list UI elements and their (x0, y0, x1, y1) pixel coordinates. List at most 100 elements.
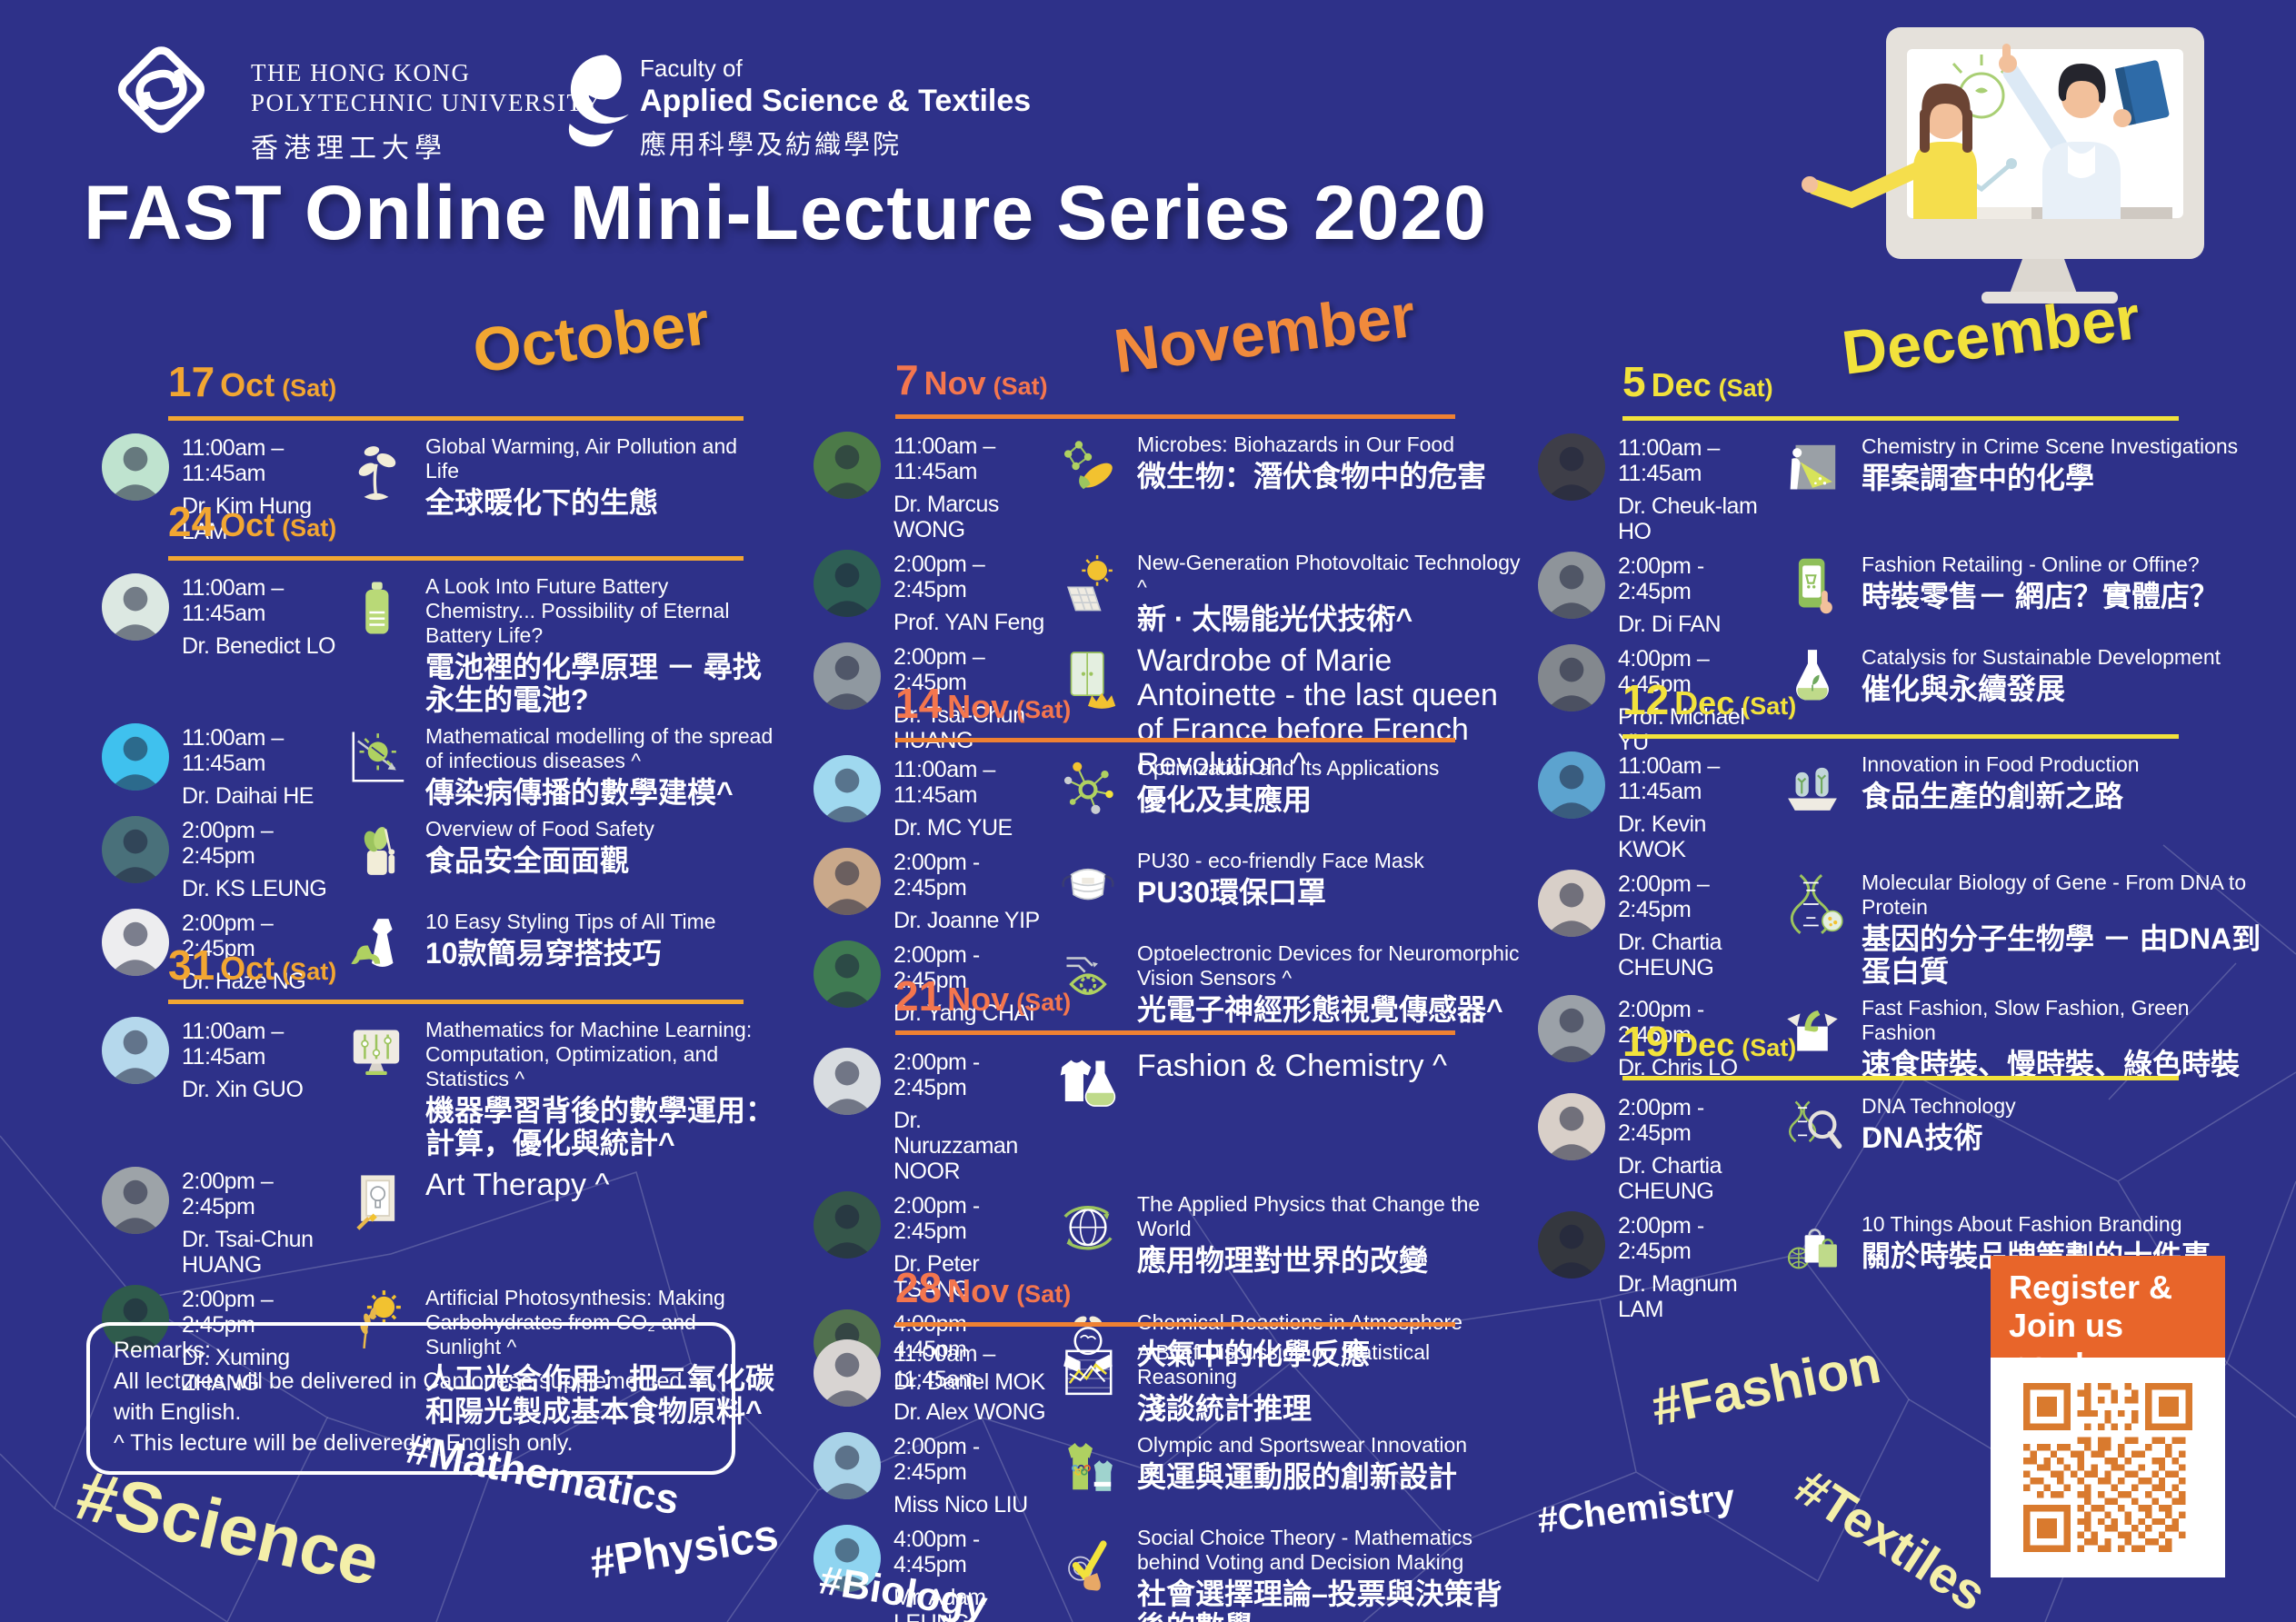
lecture-time: 11:00am – 11:45am (893, 757, 995, 808)
speaker-avatar (102, 723, 169, 791)
section-date-day: (Sat) (1742, 692, 1797, 720)
lecture-title-zh: 罪案調查中的化學 (1862, 462, 2095, 494)
lecture-speaker: Dr. Magnum LAM (1618, 1271, 1738, 1322)
lecture-title-en: Mathematics for Machine Learning: Comput… (425, 1018, 753, 1090)
lecture-titles: New-Generation Photovoltaic Technology ^… (1137, 550, 1522, 635)
lecture-speaker: Dr. Benedict LO (182, 633, 335, 659)
lecture-titles: Molecular Biology of Gene - From DNA to … (1862, 870, 2265, 988)
speaker-avatar (814, 1525, 881, 1592)
lecture-titles: Microbes: Biohazards in Our Food 微生物：潛伏食… (1137, 432, 1522, 493)
lecture-time: 2:00pm - 2:45pm (893, 1434, 980, 1485)
lecture-meta: 4:00pm – 4:45pm Prof. Michael YU (1618, 644, 1774, 755)
lecture-title-en: 10 Easy Styling Tips of All Time (425, 910, 716, 933)
lecture-date-section: 12 Dec (Sat) 11:00am – 11:45am Dr. Kevin K… (1538, 679, 2265, 1088)
lecture-date-section: 28 Nov (Sat) 11:00am – 11:45am Dr. Alex WO… (814, 1267, 1522, 1622)
speaker-avatar (814, 1339, 881, 1407)
lecture-speaker: Dr. Daihai HE (182, 783, 314, 809)
month-column: December 5 Dec (Sat) 11:00am – 11:45am Dr.… (1538, 0, 2265, 1622)
lecture-meta: 4:00pm - 4:45pm Mr. Adam LEUNG (893, 1525, 1050, 1622)
lecture-titles: DNA Technology DNA技術 (1862, 1093, 2265, 1154)
section-lectures: 11:00am – 11:45am Dr. Cheuk-lam HO Chemi… (1538, 433, 2265, 755)
lecture-date-section: 5 Dec (Sat) 11:00am – 11:45am Dr. Cheuk-la… (1538, 361, 2265, 762)
register-qr-code[interactable] (2023, 1383, 2192, 1552)
lecture-time: 11:00am – 11:45am (182, 435, 284, 486)
lecture-row: 11:00am – 11:45am Dr. Kim Hung LAM Globa… (102, 433, 774, 544)
lecture-title-zh: 社會選擇理論–投票與決策背後的數學 (1137, 1577, 1502, 1622)
section-date-day: (Sat) (282, 514, 337, 542)
lecture-title-en: Wardrobe of Marie Antoinette - the last … (1137, 643, 1498, 781)
section-date-mon: Dec (1651, 366, 1712, 403)
section-date-day: (Sat) (1742, 1034, 1797, 1061)
lecture-title-zh: DNA技術 (1862, 1121, 1983, 1154)
lecture-titles: Optimization and Its Applications 優化及其應用 (1137, 755, 1522, 816)
lecture-speaker: Dr. Cheuk-lam HO (1618, 493, 1758, 544)
speaker-avatar (1538, 751, 1605, 819)
lecture-time: 2:00pm - 2:45pm (1618, 1213, 1704, 1264)
section-date-header: 17 Oct (Sat) (168, 361, 774, 413)
section-date-day: (Sat) (1016, 696, 1072, 723)
shopping-bags-icon (1774, 1208, 1851, 1284)
lecture-row: 11:00am – 11:45am Dr. Marcus WONG Microb… (814, 432, 1522, 542)
section-date-header: 31 Oct (Sat) (168, 944, 774, 996)
lecture-title-en: Overview of Food Safety (425, 817, 654, 841)
section-date-num: 5 (1622, 358, 1646, 405)
date-underline (168, 1000, 744, 1004)
lecture-meta: 11:00am – 11:45am Dr. Alex WONG (893, 1339, 1050, 1425)
lecture-title-en: Innovation in Food Production (1862, 752, 2140, 776)
lecture-speaker: Dr. Chartia CHEUNG (1618, 1153, 1722, 1204)
lecture-title-en: Microbes: Biohazards in Our Food (1137, 433, 1454, 456)
lecture-speaker: Dr. Chartia CHEUNG (1618, 930, 1722, 980)
section-lectures: 11:00am – 11:45am Dr. Marcus WONG Microb… (814, 432, 1522, 781)
section-date-mon: Nov (923, 364, 986, 402)
date-underline (168, 556, 744, 561)
lecture-title-en: 10 Things About Fashion Branding (1862, 1212, 2182, 1236)
lecture-title-en: Fast Fashion, Slow Fashion, Green Fashio… (1862, 996, 2190, 1044)
section-date-header: 14 Nov (Sat) (895, 682, 1522, 734)
section-date-mon: Nov (947, 1272, 1010, 1309)
lecture-meta: 2:00pm – 2:45pm Dr. Chartia CHEUNG (1618, 870, 1774, 980)
lecture-meta: 2:00pm – 2:45pm Dr. KS LEUNG (182, 816, 338, 901)
lecture-speaker: Dr. Di FAN (1618, 612, 1722, 637)
lecture-time: 2:00pm – 2:45pm (182, 818, 274, 869)
lecture-row: 2:00pm - 2:45pm Dr. Chris LO Fast Fashio… (1538, 995, 2265, 1080)
lecture-titles: Olympic and Sportswear Innovation 奧運與運動服… (1137, 1432, 1522, 1493)
register-card[interactable]: Register & Join us now! (1991, 1256, 2225, 1577)
lecture-title-zh: 時裝零售－ 網店？實體店？ (1862, 580, 2219, 612)
online-lecture-illustration (1802, 27, 2204, 304)
lecture-title-zh: 優化及其應用 (1137, 783, 1313, 816)
lecture-meta: 11:00am – 11:45am Dr. Xin GUO (182, 1017, 338, 1102)
lecture-title-en: Optoelectronic Devices for Neuromorphic … (1137, 941, 1520, 990)
lecture-row: 11:00am – 11:45am Dr. Cheuk-lam HO Chemi… (1538, 433, 2265, 544)
lecture-title-zh: 食品生產的創新之路 (1862, 780, 2124, 812)
lecture-title-en: Global Warming, Air Pollution and Life (425, 434, 738, 483)
shirt-flask-icon (1050, 1044, 1126, 1120)
lecture-title-zh: 催化與永續發展 (1862, 672, 2066, 705)
lecture-titles: Innovation in Food Production 食品生產的創新之路 (1862, 751, 2265, 812)
speaker-avatar (102, 909, 169, 976)
lecture-time: 4:00pm - 4:45pm (893, 1311, 980, 1362)
speaker-avatar (1538, 870, 1605, 937)
section-date-day: (Sat) (1016, 989, 1072, 1016)
lecture-titles: 10 Easy Styling Tips of All Time 10款簡易穿搭… (425, 909, 774, 970)
faculty-name: Faculty of Applied Science & Textiles 應用… (640, 55, 1031, 162)
section-date-day: (Sat) (993, 373, 1048, 400)
lecture-meta: 11:00am – 11:45am Dr. Marcus WONG (893, 432, 1050, 542)
lecture-time: 2:00pm - 2:45pm (893, 850, 980, 901)
register-header: Register & Join us now! (1991, 1256, 2225, 1382)
globe-icon (1050, 1188, 1126, 1264)
lecture-time: 11:00am – 11:45am (182, 725, 284, 776)
lecture-title-zh: 淺談統計推理 (1137, 1392, 1313, 1425)
lecture-meta: 2:00pm - 2:45pm Dr. Magnum LAM (1618, 1211, 1774, 1322)
crime-scene-icon (1774, 430, 1851, 506)
lecture-date-section: 24 Oct (Sat) 11:00am – 11:45am Dr. Benedic… (102, 501, 774, 1001)
section-lectures: 11:00am – 11:45am Dr. MC YUE Optimizatio… (814, 755, 1522, 1026)
lecture-row: 2:00pm - 2:45pm Dr. Yang CHAI Optoelectr… (814, 940, 1522, 1026)
solar-panel-icon (1050, 546, 1126, 622)
lecture-meta: 2:00pm – 2:45pm Dr. Haze NG (182, 909, 338, 994)
lecture-meta: 2:00pm – 2:45pm Dr. Tsai-Chun HUANG (182, 1167, 338, 1278)
lecture-speaker: Prof. YAN Feng (893, 610, 1044, 635)
faculty-name-line1: Faculty of (640, 55, 743, 82)
section-lectures: 11:00am – 11:45am Dr. Alex WONG A Brief … (814, 1339, 1522, 1622)
remarks-heading: Remarks: (114, 1338, 211, 1363)
lecture-title-en: New-Generation Photovoltaic Technology ^ (1137, 551, 1521, 599)
